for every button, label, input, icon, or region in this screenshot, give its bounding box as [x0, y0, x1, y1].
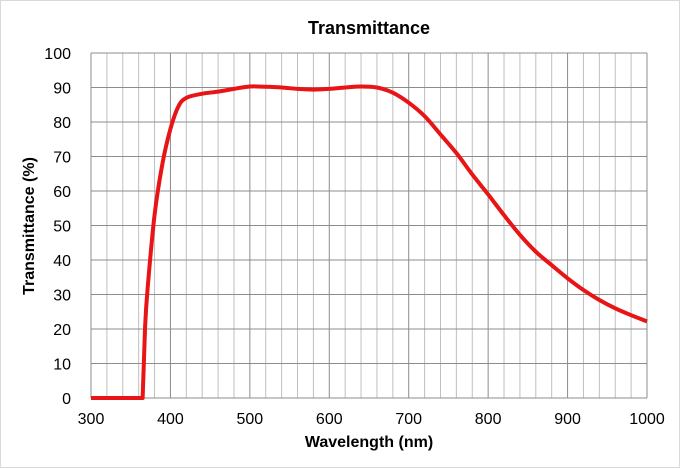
transmittance-line — [91, 86, 647, 398]
x-tick-label: 800 — [475, 411, 502, 428]
series-layer — [91, 86, 647, 398]
x-tick-labels: 300 400 500 600 700 800 900 1000 — [78, 411, 665, 428]
y-tick-label: 30 — [53, 288, 71, 305]
y-tick-label: 80 — [53, 115, 71, 132]
chart-title: Transmittance — [308, 18, 430, 38]
y-tick-label: 50 — [53, 219, 71, 236]
y-tick-label: 100 — [44, 46, 71, 63]
x-tick-label: 500 — [237, 411, 264, 428]
y-tick-label: 90 — [53, 81, 71, 98]
x-tick-label: 600 — [316, 411, 343, 428]
y-tick-label: 70 — [53, 150, 71, 167]
x-tick-label: 1000 — [629, 411, 665, 428]
x-axis-label: Wavelength (nm) — [305, 434, 433, 451]
y-axis-label: Transmittance (%) — [21, 157, 38, 295]
x-tick-label: 400 — [157, 411, 184, 428]
x-tick-label: 300 — [78, 411, 105, 428]
y-tick-label: 0 — [62, 391, 71, 408]
x-tick-label: 900 — [554, 411, 581, 428]
y-tick-labels: 0 10 20 30 40 50 60 70 80 90 100 — [44, 46, 71, 408]
y-tick-label: 40 — [53, 253, 71, 270]
x-tick-label: 700 — [395, 411, 422, 428]
y-tick-label: 20 — [53, 322, 71, 339]
y-tick-label: 10 — [53, 357, 71, 374]
y-tick-label: 60 — [53, 184, 71, 201]
grid — [91, 53, 647, 398]
